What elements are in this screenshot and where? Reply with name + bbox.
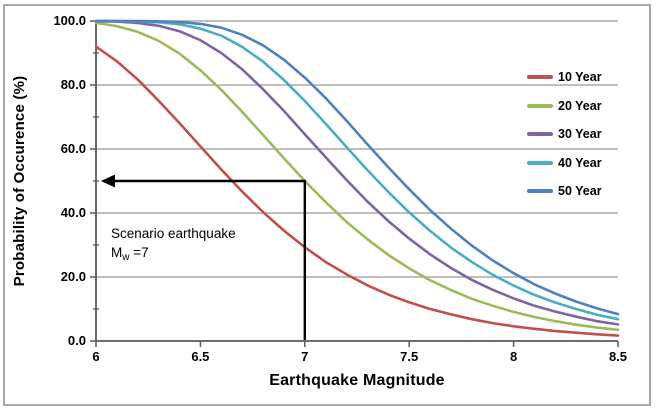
y-tick-label: 100.0 (53, 13, 86, 28)
scenario-annotation-line2: Mw =7 (111, 243, 236, 267)
legend-line-swatch-icon (527, 132, 553, 136)
axes (90, 20, 619, 347)
x-axis-title: Earthquake Magnitude (269, 372, 445, 389)
y-axis-title: Probability of Occurence (%) (11, 75, 28, 287)
legend-item-20-year: 20 Year (527, 97, 602, 115)
x-tick-label: 7.5 (400, 349, 419, 364)
legend-line-swatch-icon (527, 160, 553, 165)
curve-40-year (94, 19, 620, 321)
magnitude-value: =7 (129, 245, 149, 260)
legend-line-swatch-icon (527, 75, 553, 79)
legend-item-30-year: 30 Year (527, 125, 602, 143)
legend-item-40-year: 40 Year (527, 154, 602, 172)
legend-label: 50 Year (558, 184, 602, 198)
y-tick-label: 0.0 (67, 333, 86, 348)
magnitude-symbol: M (111, 245, 123, 260)
curve-50-year (94, 19, 620, 316)
y-tick-label: 60.0 (60, 141, 86, 156)
legend-item-10-year: 10 Year (527, 68, 602, 86)
x-tick-label: 8 (509, 349, 518, 364)
legend-label: 40 Year (558, 155, 602, 170)
x-tick-label: 6.5 (191, 349, 210, 364)
scenario-annotation-text: Scenario earthquake Mw =7 (111, 224, 236, 267)
legend-line-swatch-icon (527, 189, 553, 193)
x-tick-label: 7 (301, 349, 309, 364)
x-tick-label: 8.5 (608, 349, 628, 364)
data-curves (94, 19, 620, 337)
curve-20-year (94, 21, 620, 332)
magnitude-subscript: w (122, 252, 130, 263)
arrowhead-left-icon (101, 174, 115, 188)
scenario-annotation-line1: Scenario earthquake (111, 226, 236, 241)
scenario-arrow (101, 174, 306, 340)
y-tick-label: 20.0 (60, 269, 86, 284)
legend-label: 10 Year (558, 70, 602, 84)
legend-item-50-year: 50 Year (527, 182, 602, 200)
legend-line-swatch-icon (527, 103, 553, 108)
y-tick-label: 40.0 (60, 205, 86, 220)
curve-10-year (94, 45, 620, 337)
legend-label: 20 Year (558, 98, 602, 113)
gridlines (96, 20, 618, 278)
legend-label: 30 Year (558, 127, 602, 141)
curve-30-year (94, 20, 620, 326)
y-tick-label: 80.0 (60, 77, 86, 92)
x-tick-label: 6 (92, 349, 100, 364)
